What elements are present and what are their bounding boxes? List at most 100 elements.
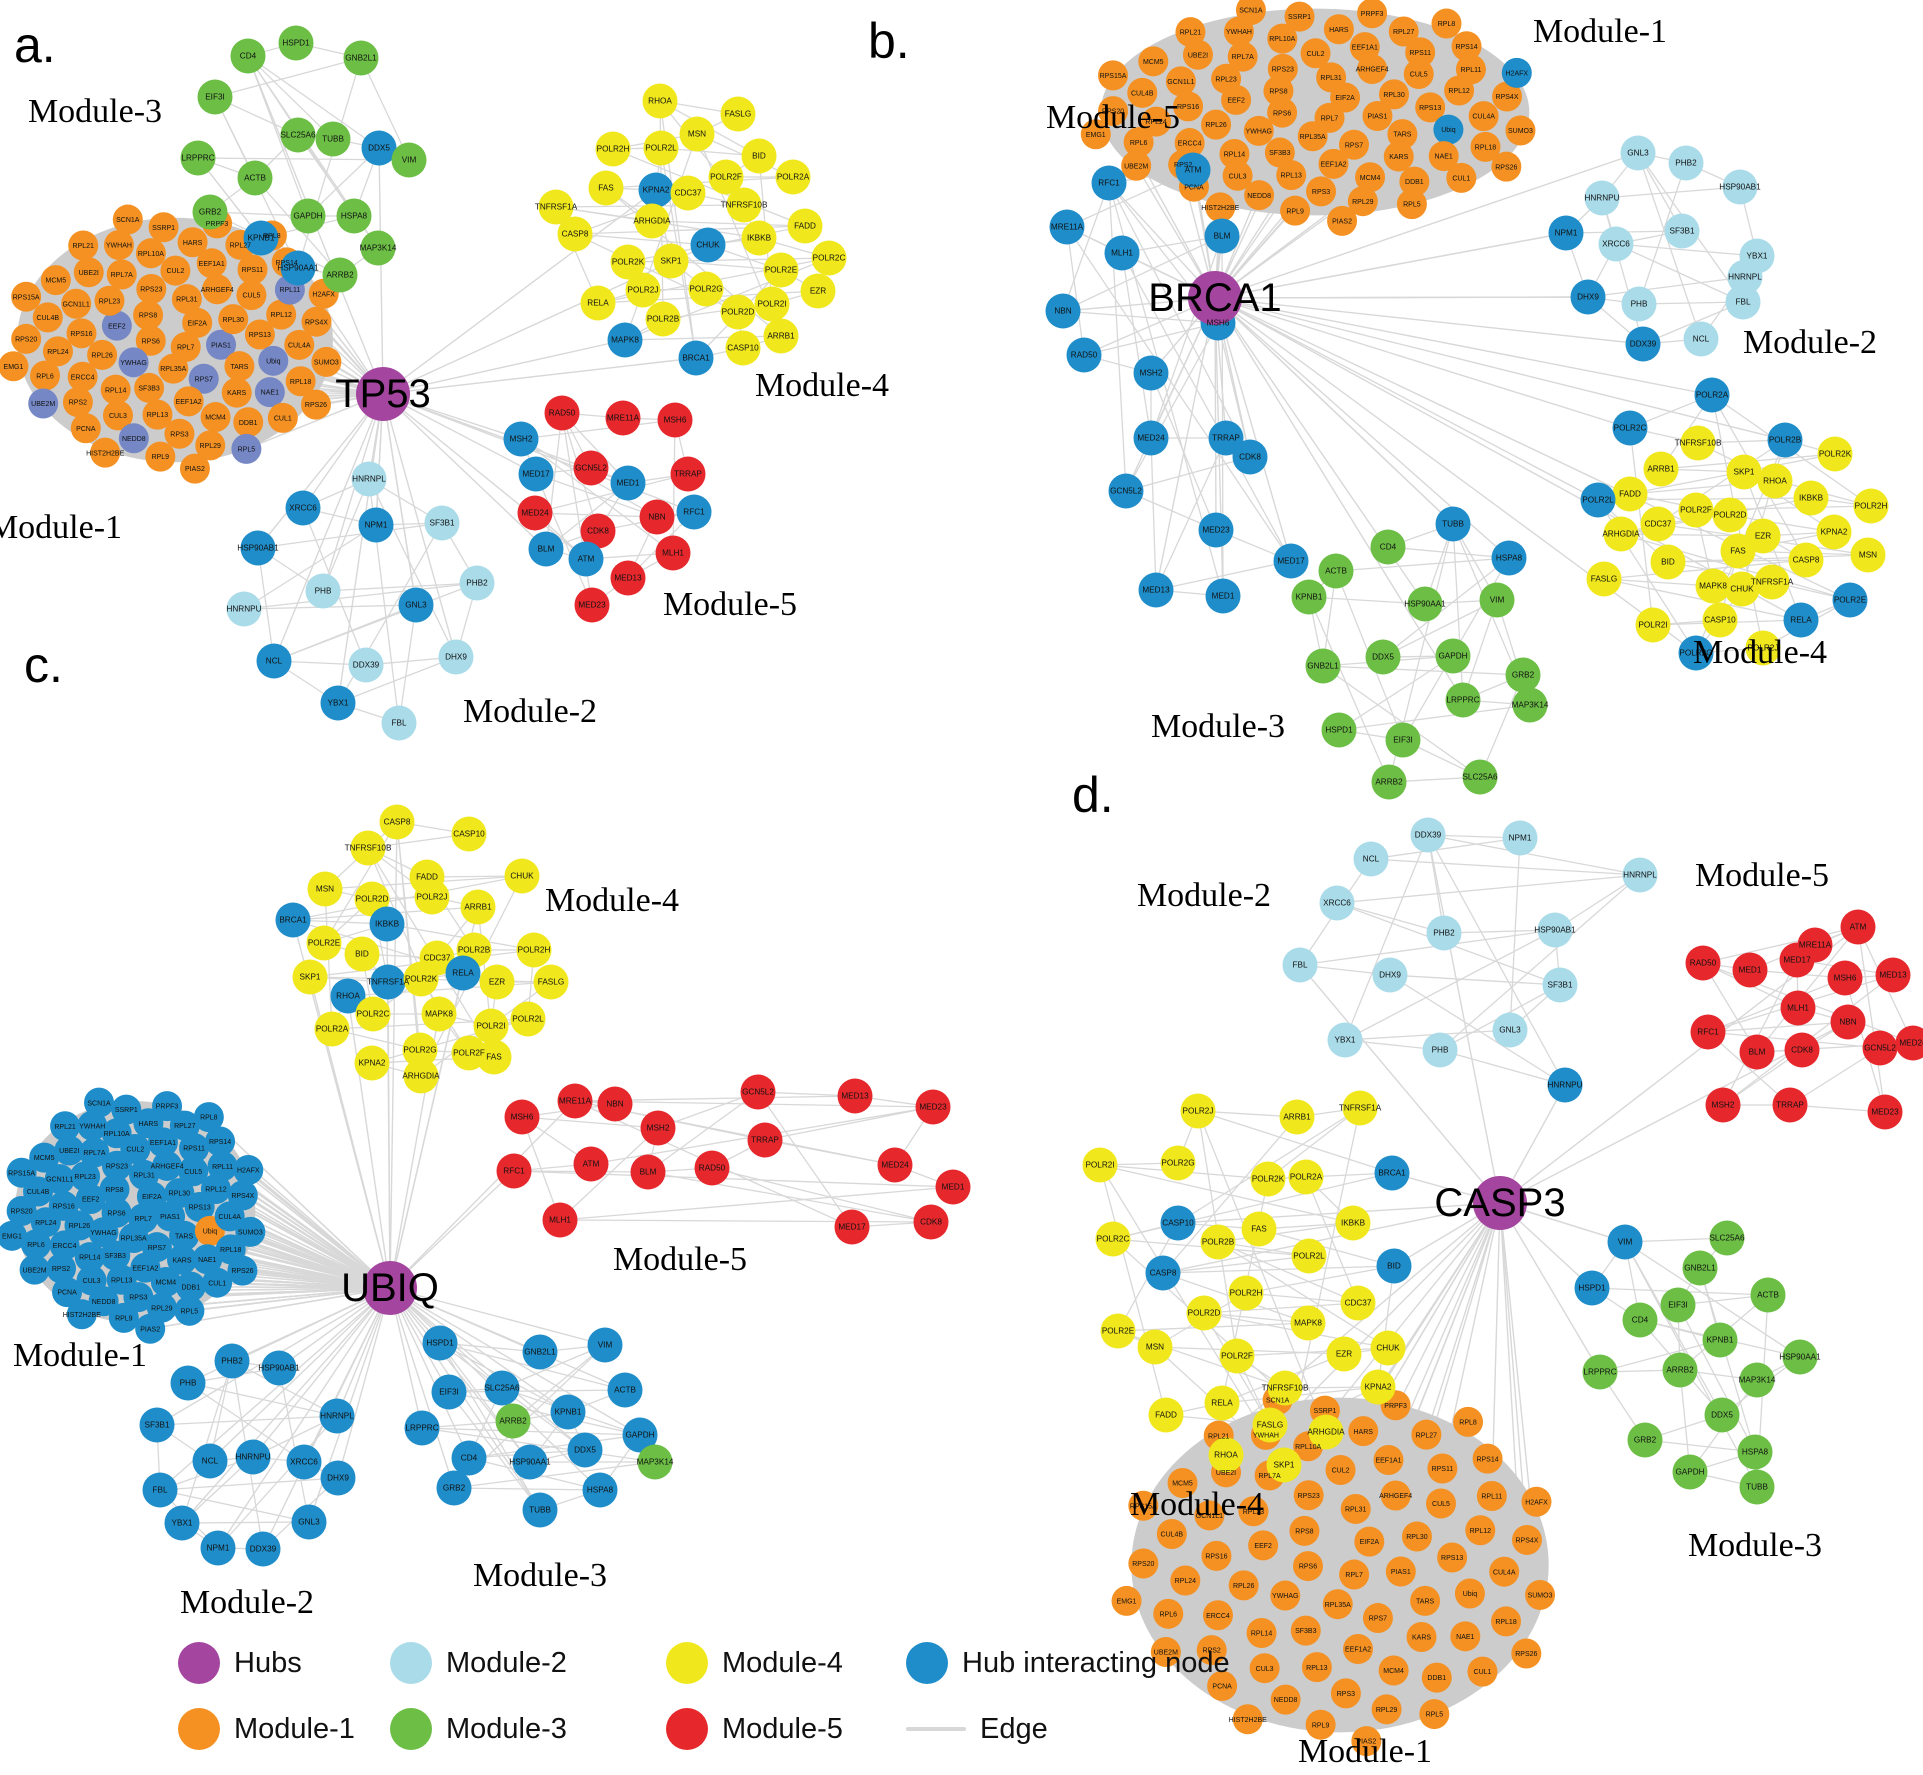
node — [197, 79, 233, 115]
node — [1138, 46, 1169, 77]
node — [607, 1372, 643, 1408]
node — [763, 252, 799, 288]
node — [1650, 544, 1686, 580]
hub-node — [1188, 271, 1242, 325]
node — [315, 121, 351, 157]
legend-item-module-3: Module-3 — [390, 1706, 567, 1752]
node — [170, 1365, 206, 1401]
edge — [1637, 152, 1702, 340]
node — [1138, 572, 1174, 608]
node — [1737, 1434, 1773, 1470]
edge — [1789, 1047, 1881, 1106]
node — [1372, 957, 1408, 993]
node — [167, 1244, 198, 1275]
node — [398, 587, 434, 623]
node — [1128, 1490, 1159, 1521]
node — [1327, 1022, 1363, 1058]
node — [278, 25, 314, 61]
node — [1297, 121, 1328, 152]
node — [139, 1407, 175, 1443]
edge — [647, 1171, 932, 1223]
edge — [1479, 674, 1524, 778]
node — [171, 284, 202, 315]
edge — [208, 1116, 391, 1289]
node — [158, 353, 189, 384]
node — [123, 1282, 154, 1313]
node — [1160, 1145, 1196, 1181]
edge — [448, 1391, 541, 1511]
node — [150, 1266, 181, 1297]
node — [284, 329, 315, 360]
node — [178, 1156, 209, 1187]
node — [1098, 60, 1129, 91]
node — [634, 203, 670, 239]
node — [528, 531, 564, 567]
node — [88, 1286, 119, 1317]
node — [1419, 1699, 1450, 1730]
edge — [670, 260, 782, 271]
edge — [389, 1100, 576, 1289]
edge — [1338, 704, 1531, 731]
edge — [1162, 1116, 1298, 1274]
node — [1603, 516, 1639, 552]
edge — [1370, 837, 1521, 860]
edge — [243, 524, 377, 610]
node — [1455, 54, 1486, 85]
edge — [1099, 1164, 1354, 1224]
edge — [1707, 977, 1846, 1033]
panel-letter: b. — [868, 13, 910, 69]
edge — [368, 478, 457, 658]
node — [28, 388, 59, 419]
edge — [1214, 297, 1599, 501]
node — [1243, 115, 1274, 146]
node — [1426, 1488, 1457, 1519]
node — [775, 159, 811, 195]
edge — [1615, 243, 1758, 257]
node — [46, 1253, 77, 1284]
edge — [1121, 252, 1292, 562]
node — [1620, 135, 1656, 171]
node — [1232, 1704, 1263, 1735]
node — [403, 961, 439, 997]
node — [1141, 106, 1172, 137]
node — [70, 1161, 101, 1192]
node — [1289, 1515, 1320, 1546]
node — [244, 319, 275, 350]
node — [438, 639, 474, 675]
edge — [389, 1287, 569, 1413]
node — [1793, 480, 1829, 516]
node — [330, 978, 366, 1014]
edge — [1335, 557, 1510, 572]
edge — [521, 1116, 561, 1221]
edge — [1509, 837, 1521, 1031]
node — [1462, 759, 1498, 795]
node — [522, 1492, 558, 1528]
node — [484, 1370, 520, 1406]
edge — [1066, 226, 1292, 562]
node — [101, 1118, 132, 1149]
edge — [252, 1287, 391, 1458]
edge — [1443, 929, 1556, 934]
edge — [1214, 297, 1464, 701]
node — [169, 1220, 200, 1251]
node — [1201, 109, 1232, 140]
node — [913, 1204, 949, 1240]
node — [1732, 952, 1768, 988]
module-4-swatch — [666, 1642, 708, 1684]
node — [118, 347, 149, 378]
edge — [382, 393, 695, 513]
node — [1238, 1496, 1269, 1527]
node — [1724, 571, 1760, 607]
node — [726, 187, 762, 223]
node — [200, 1530, 236, 1566]
edge — [278, 1367, 310, 1523]
node — [1279, 1099, 1315, 1135]
node — [1150, 1636, 1181, 1667]
edge — [421, 1427, 641, 1436]
node — [30, 360, 61, 391]
edge — [535, 473, 593, 606]
edge — [337, 393, 384, 704]
node — [275, 902, 311, 938]
